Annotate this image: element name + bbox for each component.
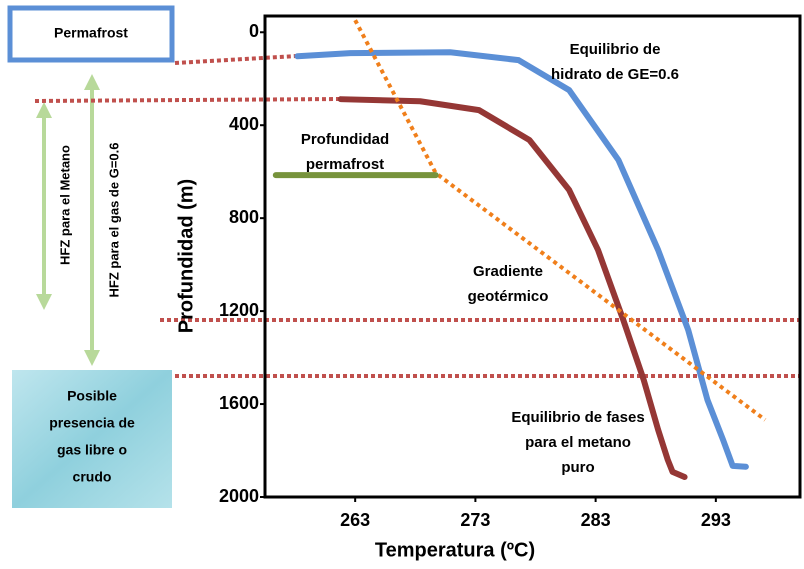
gas-label: Posible <box>67 388 117 404</box>
y-tick-label: 0 <box>249 21 259 41</box>
annotation: permafrost <box>306 156 384 173</box>
annotation: hidrato de GE=0.6 <box>551 66 679 83</box>
annotation: Gradiente <box>473 263 543 280</box>
hfz-label: HFZ para el Metano <box>57 145 72 265</box>
permafrost-label: Permafrost <box>54 25 128 41</box>
y-tick-label: 400 <box>229 114 259 134</box>
annotation: Profundidad <box>301 131 389 148</box>
annotation: Equilibrio de fases <box>511 409 644 426</box>
annotation: para el metano <box>525 434 631 451</box>
annotation: geotérmico <box>468 288 549 305</box>
x-tick-label: 293 <box>701 510 731 530</box>
gas-label: crudo <box>73 469 112 485</box>
y-tick-label: 1600 <box>219 393 259 413</box>
y-tick-label: 800 <box>229 207 259 227</box>
x-axis-label: Temperatura (ºC) <box>375 539 535 561</box>
x-tick-label: 263 <box>340 510 370 530</box>
chart: Permafrost HFZ para el Metano HFZ para e… <box>0 0 804 569</box>
y-tick-label: 1200 <box>219 300 259 320</box>
y-axis-label: Profundidad (m) <box>175 179 197 333</box>
annotation: Equilibrio de <box>570 41 661 58</box>
y-tick-label: 2000 <box>219 486 259 506</box>
annotation: puro <box>561 459 594 476</box>
x-tick-label: 283 <box>581 510 611 530</box>
gas-label: gas libre o <box>57 442 127 458</box>
hfz-label: HFZ para el gas de G=0.6 <box>106 143 121 298</box>
series-line <box>297 52 745 467</box>
x-tick-label: 273 <box>460 510 490 530</box>
gas-label: presencia de <box>49 415 135 431</box>
